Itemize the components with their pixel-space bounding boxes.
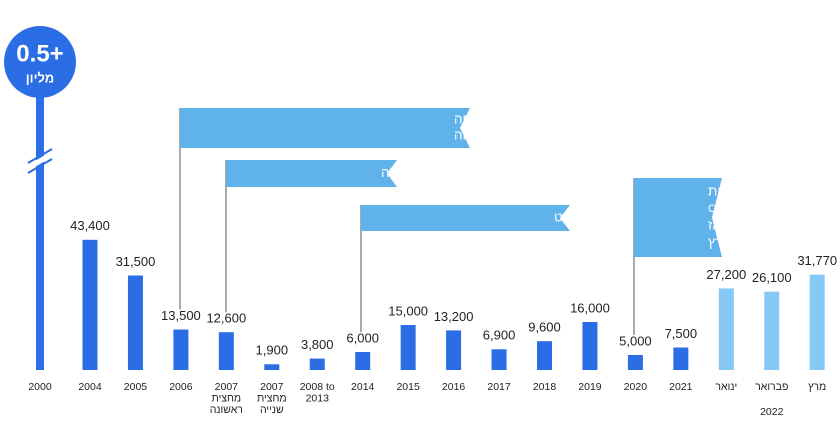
bar xyxy=(82,239,98,370)
x-tick-label: פברואר xyxy=(755,381,788,393)
value-badge xyxy=(4,26,76,98)
x-group-label: 2022 xyxy=(760,406,784,418)
x-tick-label: 2008 to xyxy=(300,381,335,393)
x-tick-label: 2015 xyxy=(396,381,420,393)
bar-group xyxy=(36,62,44,370)
value-label: 16,000 xyxy=(570,300,610,315)
bar xyxy=(127,275,143,370)
x-tick-label: שנייה xyxy=(260,404,284,416)
value-label: 31,500 xyxy=(116,254,156,269)
bar xyxy=(764,291,780,370)
annotation-box xyxy=(634,178,722,257)
x-tick-label: 2019 xyxy=(578,381,602,393)
annotation-text: יוני 2007 – המצור על עזה xyxy=(381,165,525,180)
value-label: 26,100 xyxy=(752,270,792,285)
bar xyxy=(537,341,552,370)
bar xyxy=(809,274,825,370)
x-tick-label: 2000 xyxy=(28,381,52,393)
annotation-text: פועלים מעזה xyxy=(454,128,527,143)
x-tick-label: 2021 xyxy=(669,381,693,393)
x-tick-label: 2006 xyxy=(169,381,193,393)
x-tick-label: מרץ xyxy=(808,381,826,393)
bar xyxy=(173,329,189,370)
x-tick-label: 2007 xyxy=(215,381,239,393)
annotation-text: מגבלות xyxy=(708,184,751,199)
bar xyxy=(673,347,689,370)
x-tick-label: 2007 xyxy=(260,381,284,393)
annotation-box xyxy=(361,205,570,231)
axis-break-line xyxy=(27,148,53,164)
bar xyxy=(36,62,44,370)
value-label: 13,500 xyxy=(161,308,201,323)
value-label: 31,770 xyxy=(797,253,837,268)
bar xyxy=(582,322,598,370)
bar xyxy=(264,364,280,370)
annotation-text: מרס 2006 – ישראל מפסיקה להכניס לשטחה xyxy=(454,112,704,127)
bar xyxy=(627,355,643,370)
value-label: 1,900 xyxy=(256,343,289,358)
bar xyxy=(309,358,325,370)
x-tick-label: 2004 xyxy=(78,381,102,393)
axis-break xyxy=(26,150,54,172)
x-tick-label: 2016 xyxy=(442,381,466,393)
bar xyxy=(446,330,462,370)
value-label: 43,400 xyxy=(70,218,110,233)
bar xyxy=(491,349,507,370)
x-tick-label: ראשונה xyxy=(210,404,243,416)
x-tick-label: 2014 xyxy=(351,381,375,393)
annotation-box xyxy=(226,160,397,187)
value-label: 6,900 xyxy=(483,328,516,343)
value-label: 6,000 xyxy=(346,330,379,345)
bar xyxy=(218,332,234,370)
x-tick-label: 2005 xyxy=(124,381,148,393)
value-unit: מליון xyxy=(26,70,55,85)
annotation-box xyxy=(180,108,470,148)
annotation-text: COVID-19 xyxy=(708,203,759,215)
x-tick-label: 2018 xyxy=(533,381,557,393)
x-tick-label: ינואר xyxy=(715,381,737,393)
value-label: 27,200 xyxy=(706,267,746,282)
axis-break-line xyxy=(27,158,53,174)
x-tick-label: 2017 xyxy=(487,381,511,393)
bar xyxy=(718,288,734,370)
value-label: 15,000 xyxy=(388,303,428,318)
value-label: 12,600 xyxy=(206,311,246,326)
value-label: 3,800 xyxy=(301,337,334,352)
x-tick-label: 2020 xyxy=(624,381,648,393)
value-label: 13,200 xyxy=(434,309,474,324)
value-label: 0.5+ xyxy=(16,40,63,67)
bar xyxy=(400,325,416,370)
x-tick-label: מחצית xyxy=(257,392,287,404)
annotation-text: מרץ xyxy=(708,235,731,250)
value-label: 9,600 xyxy=(528,320,561,335)
bar xyxy=(355,352,371,370)
x-tick-label: מחצית xyxy=(212,392,242,404)
value-label: 7,500 xyxy=(665,326,698,341)
x-tick-label: 2013 xyxy=(306,392,330,404)
value-label: 5,000 xyxy=(619,333,652,348)
annotation-text: שהוטלו מאז xyxy=(708,218,775,233)
